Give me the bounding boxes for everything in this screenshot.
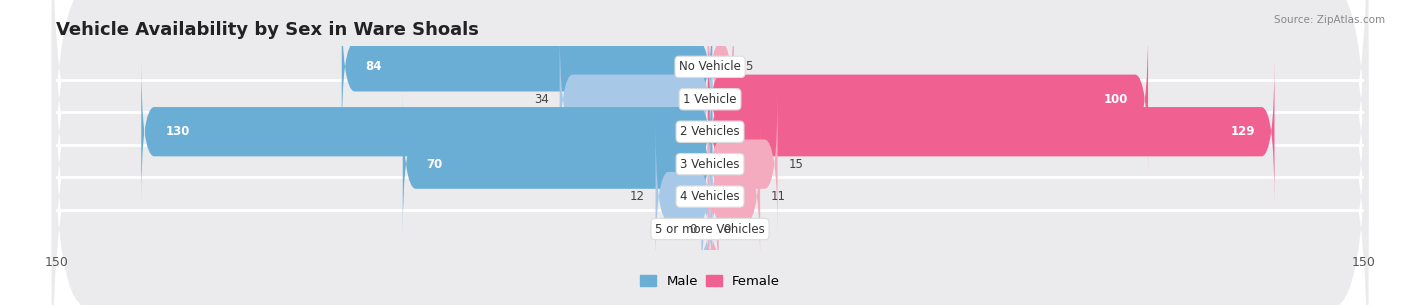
FancyBboxPatch shape [52, 0, 1368, 281]
FancyBboxPatch shape [52, 0, 1368, 305]
Text: 0: 0 [689, 223, 697, 235]
Text: 4 Vehicles: 4 Vehicles [681, 190, 740, 203]
Text: 1 Vehicle: 1 Vehicle [683, 93, 737, 106]
Text: 84: 84 [366, 60, 382, 73]
FancyBboxPatch shape [707, 59, 1274, 204]
FancyBboxPatch shape [342, 0, 713, 139]
Text: 2 Vehicles: 2 Vehicles [681, 125, 740, 138]
FancyBboxPatch shape [699, 156, 714, 302]
Text: 5 or more Vehicles: 5 or more Vehicles [655, 223, 765, 235]
FancyBboxPatch shape [707, 27, 1149, 172]
Text: No Vehicle: No Vehicle [679, 60, 741, 73]
FancyBboxPatch shape [141, 59, 713, 204]
Text: 70: 70 [427, 158, 443, 170]
Text: 130: 130 [165, 125, 190, 138]
FancyBboxPatch shape [707, 0, 734, 139]
Text: Vehicle Availability by Sex in Ware Shoals: Vehicle Availability by Sex in Ware Shoa… [56, 21, 479, 39]
Text: 100: 100 [1104, 93, 1129, 106]
Text: 5: 5 [745, 60, 752, 73]
FancyBboxPatch shape [707, 124, 761, 269]
FancyBboxPatch shape [707, 92, 778, 237]
Text: 3 Vehicles: 3 Vehicles [681, 158, 740, 170]
Text: 12: 12 [630, 190, 644, 203]
Text: 129: 129 [1230, 125, 1256, 138]
FancyBboxPatch shape [52, 0, 1368, 305]
FancyBboxPatch shape [402, 92, 713, 237]
Text: 11: 11 [770, 190, 786, 203]
Text: 34: 34 [534, 93, 548, 106]
FancyBboxPatch shape [52, 0, 1368, 249]
FancyBboxPatch shape [655, 124, 713, 269]
Legend: Male, Female: Male, Female [640, 275, 780, 289]
FancyBboxPatch shape [706, 156, 721, 302]
Text: 0: 0 [723, 223, 731, 235]
FancyBboxPatch shape [560, 27, 713, 172]
Text: Source: ZipAtlas.com: Source: ZipAtlas.com [1274, 15, 1385, 25]
Text: 15: 15 [789, 158, 803, 170]
FancyBboxPatch shape [52, 47, 1368, 305]
FancyBboxPatch shape [52, 15, 1368, 305]
